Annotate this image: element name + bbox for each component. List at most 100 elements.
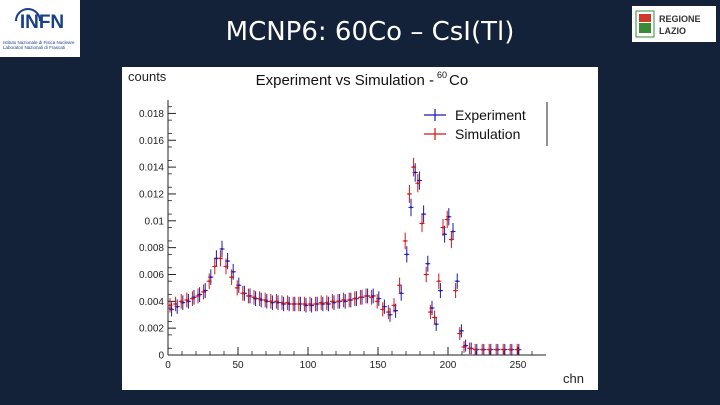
data-marker	[236, 286, 239, 289]
data-point	[398, 285, 404, 301]
data-marker	[232, 270, 235, 273]
data-marker	[422, 212, 425, 216]
data-point	[448, 231, 454, 248]
data-marker	[208, 280, 211, 283]
data-marker	[286, 301, 289, 304]
axes: 0 0.002 0.004 0.006 0.008 0.01 0.012 0.014 0.016…	[139, 100, 546, 371]
x-tick-label: 250	[510, 360, 527, 371]
data-point	[329, 294, 335, 309]
data-marker	[418, 179, 421, 182]
y-axis-label: counts	[128, 69, 167, 84]
chart: Experiment vs Simulation - 60 Co 00.0020…	[139, 70, 548, 371]
data-marker	[364, 294, 368, 298]
data-marker	[405, 253, 408, 256]
data-point	[279, 295, 285, 310]
data-marker	[425, 273, 428, 276]
data-point	[437, 283, 443, 299]
data-point	[493, 343, 499, 356]
data-point	[217, 250, 223, 267]
data-marker	[332, 301, 336, 304]
infn-logo-mark: INFN	[15, 8, 64, 33]
data-point	[486, 343, 492, 356]
data-point	[380, 302, 386, 317]
data-point	[415, 174, 421, 193]
series-experiment	[169, 163, 522, 356]
slide-title: MCNP6: 60Co – CsI(Tl)	[225, 17, 515, 47]
data-point	[357, 289, 363, 305]
data-point	[376, 291, 382, 306]
data-marker	[237, 284, 240, 287]
data-point	[301, 296, 307, 312]
data-marker	[458, 332, 461, 335]
y-tick-label: 0.016	[139, 136, 164, 147]
data-point	[268, 294, 274, 309]
regione-lazio-logo-mark: REGIONE LAZIO	[635, 10, 701, 38]
legend-simulation-label: Simulation	[455, 126, 520, 142]
data-marker	[377, 297, 380, 300]
data-marker	[414, 171, 417, 174]
chart-title-isotope-element: Co	[449, 72, 468, 89]
data-marker	[383, 305, 386, 308]
data-marker	[321, 302, 324, 306]
data-marker	[226, 259, 229, 263]
data-marker	[388, 313, 392, 316]
infn-logo: INFN Istituto Nazionale di Fisica Nuclea…	[0, 0, 80, 57]
data-marker	[408, 192, 411, 196]
legend-experiment-label: Experiment	[455, 107, 526, 123]
data-marker	[451, 230, 455, 233]
data-marker	[288, 302, 291, 306]
regione-logo-text: REGIONE	[659, 14, 701, 24]
data-point	[404, 246, 410, 263]
data-marker	[215, 257, 218, 260]
data-marker	[275, 300, 278, 303]
data-marker	[187, 300, 190, 303]
data-marker	[359, 296, 362, 299]
x-axis-label: chn	[563, 371, 584, 386]
data-marker	[230, 276, 233, 279]
data-point	[346, 292, 352, 308]
regione-lazio-logo: REGIONE LAZIO	[632, 6, 716, 42]
data-point	[385, 305, 391, 320]
data-marker	[276, 301, 280, 304]
data-marker	[303, 302, 306, 306]
data-marker	[516, 348, 519, 351]
chart-title-prefix: Experiment vs Simulation -	[256, 72, 434, 89]
data-point	[479, 343, 485, 356]
data-point	[453, 283, 459, 299]
data-point	[273, 294, 279, 309]
data-point	[363, 288, 369, 304]
data-marker	[433, 316, 436, 319]
data-marker	[325, 301, 328, 304]
data-marker	[314, 302, 317, 306]
y-tick-label: 0.008	[139, 243, 164, 254]
data-point	[324, 295, 330, 310]
y-tick-label: 0.006	[139, 270, 164, 281]
data-point	[167, 298, 173, 313]
x-tick-label: 50	[232, 360, 244, 371]
data-marker	[308, 302, 312, 306]
y-tick-label: 0.002	[139, 324, 164, 335]
data-point	[425, 255, 431, 272]
data-point	[467, 342, 473, 355]
data-point	[307, 296, 313, 312]
data-marker	[252, 296, 256, 299]
data-point	[234, 280, 240, 296]
data-marker	[435, 323, 438, 326]
data-marker	[426, 262, 429, 265]
data-marker	[304, 304, 308, 307]
data-point	[206, 273, 212, 289]
data-marker	[196, 294, 200, 298]
data-marker	[202, 290, 205, 294]
data-series	[167, 157, 522, 356]
data-point	[457, 327, 463, 340]
data-point	[178, 294, 184, 309]
data-point	[173, 296, 179, 312]
data-marker	[450, 238, 453, 241]
data-point	[419, 214, 425, 233]
data-marker	[260, 298, 263, 302]
data-marker	[429, 310, 432, 314]
data-marker	[468, 347, 471, 350]
data-marker	[392, 304, 396, 307]
data-marker	[282, 302, 285, 306]
data-marker	[398, 284, 401, 287]
